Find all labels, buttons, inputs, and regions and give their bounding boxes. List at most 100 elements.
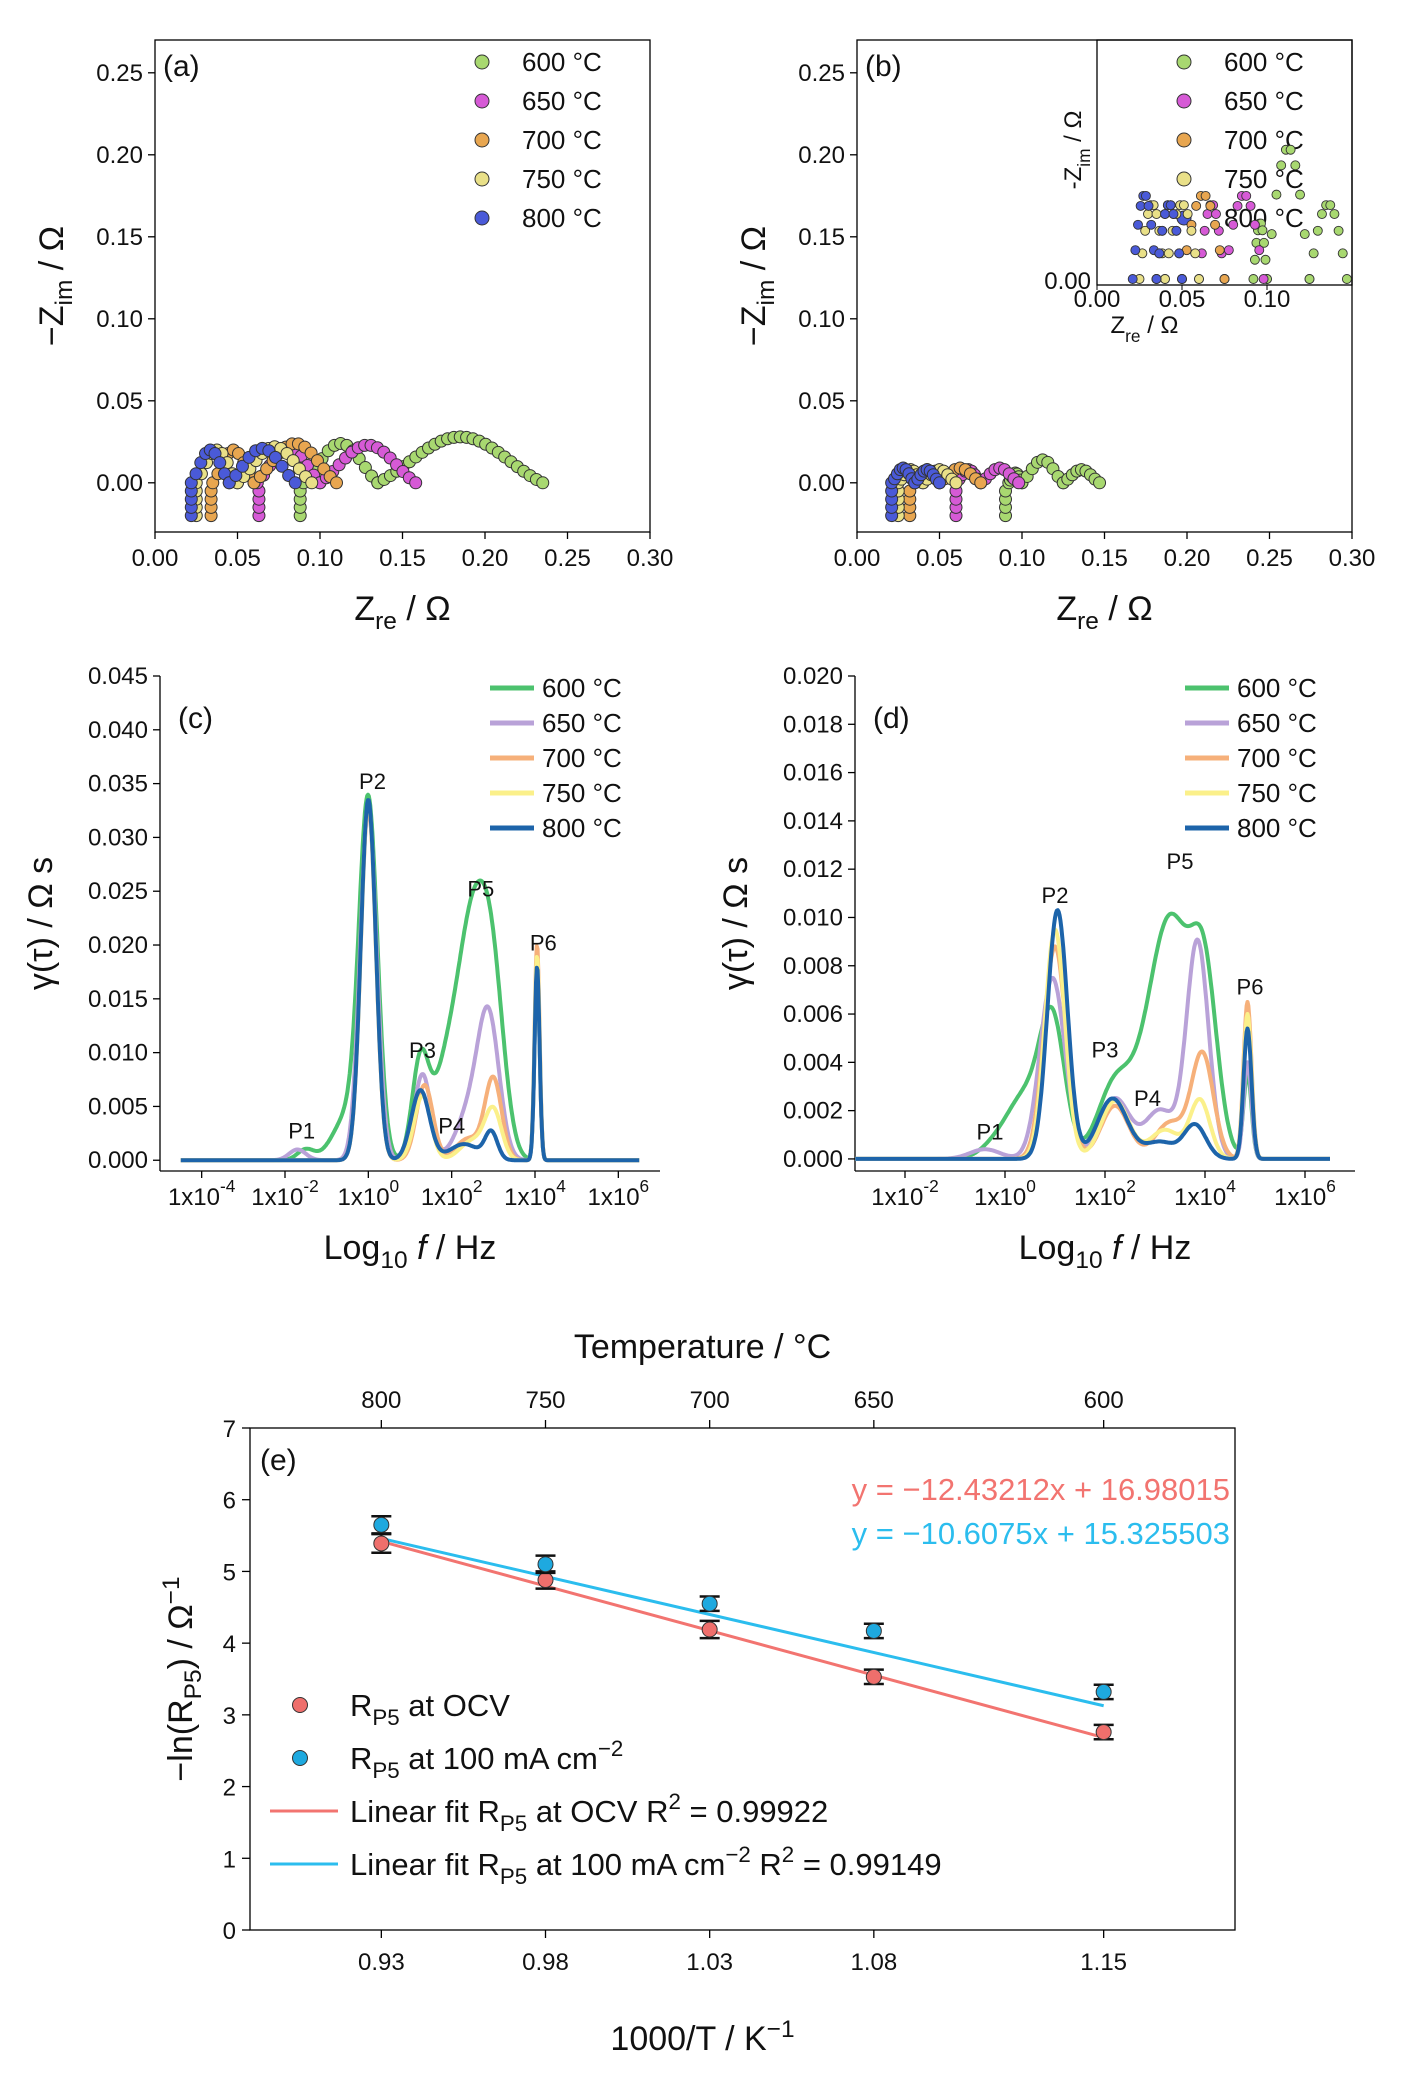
inset-data-point [1241, 190, 1252, 201]
y-tick-label: 0.005 [88, 1093, 148, 1120]
inset-data-point [1341, 274, 1352, 284]
x-tick-label: 1x104 [504, 1176, 566, 1211]
inset-data-point [1202, 209, 1213, 219]
inset-data-point [1146, 219, 1157, 230]
panel-label: (a) [163, 50, 200, 83]
inset-data-point [1299, 229, 1310, 240]
top-axis-label: Temperature / °C [574, 1328, 831, 1366]
x-axis-label: Log10 f / Hz [324, 1229, 497, 1274]
inset-data-point [1249, 219, 1260, 230]
inset-x-tick-label: 0.10 [1244, 286, 1291, 313]
x-tick-label: 1x106 [588, 1176, 650, 1211]
y-tick-label: 4 [223, 1631, 236, 1658]
fit-equation: y = −12.43212x + 16.98015 [852, 1472, 1230, 1507]
x-tick-label: 1x100 [338, 1176, 400, 1211]
data-point [235, 459, 249, 473]
legend-marker [1176, 171, 1192, 187]
data-point [213, 456, 227, 470]
inset-x-label: Zre / Ω [1111, 312, 1179, 346]
inset-data-point [1259, 237, 1269, 248]
y-tick-label: 0.016 [783, 760, 843, 787]
inset-data-point [1182, 209, 1193, 219]
legend-label: 800 °C [1237, 813, 1317, 843]
inset-data-point [1160, 209, 1170, 219]
inset-data-point [1308, 248, 1319, 259]
peak-label: P1 [288, 1119, 315, 1144]
legend-marker [1176, 132, 1192, 148]
legend-label: 650 °C [1237, 708, 1317, 738]
inset-data-point [1245, 200, 1256, 211]
peak-label: P6 [530, 930, 557, 955]
legend-marker [474, 132, 490, 148]
legend-label: 650 °C [1224, 86, 1304, 116]
series-line [179, 792, 641, 1163]
x-tick-label: 0.00 [132, 545, 179, 572]
y-tick-label: 2 [223, 1775, 236, 1802]
data-point [330, 476, 343, 490]
y-tick-label: 6 [223, 1488, 236, 1515]
inset-data-point [1248, 274, 1259, 284]
inset-data-point [1151, 209, 1162, 219]
x-axis-label: 1000/T / K−1 [610, 2016, 794, 2058]
data-point [189, 467, 203, 481]
y-axis-label: γ(τ) / Ω s [717, 857, 755, 990]
x-tick-label: 1x10-4 [168, 1176, 236, 1211]
legend-marker [474, 171, 490, 187]
legend-label: 800 °C [542, 813, 622, 843]
legend-label: 800 °C [522, 203, 602, 233]
y-tick-label: 0.025 [88, 878, 148, 905]
data-point [373, 1535, 390, 1552]
x-tick-label: 0.30 [627, 545, 674, 572]
x-tick-label: 1x10-2 [251, 1176, 318, 1211]
y-tick-label: 0.004 [783, 1049, 843, 1076]
legend-label: 600 °C [1224, 47, 1304, 77]
top-tick-label: 750 [525, 1387, 565, 1414]
inset-data-point [1160, 274, 1170, 284]
inset-data-point [1276, 160, 1287, 171]
y-tick-label: 5 [223, 1559, 236, 1586]
data-point [865, 1668, 882, 1685]
y-axis-label: −Zim / Ω [735, 226, 780, 346]
inset-data-point [1210, 219, 1221, 230]
y-tick-label: 1 [223, 1846, 236, 1873]
panel-label: (e) [260, 1444, 297, 1477]
x-tick-label: 0.98 [522, 1949, 569, 1976]
inset-data-point [1312, 225, 1323, 236]
x-tick-label: 0.20 [1164, 545, 1211, 572]
inset-data-point [1228, 219, 1239, 230]
top-tick-label: 700 [690, 1387, 730, 1414]
data-point [288, 476, 302, 490]
inset-data-point [1285, 144, 1296, 155]
peak-label: P4 [438, 1113, 465, 1138]
inset-data-point [1211, 209, 1221, 219]
x-tick-label: 1x102 [421, 1176, 483, 1211]
peak-label: P5 [1167, 849, 1194, 874]
y-tick-label: 0.006 [783, 1001, 843, 1028]
inset-data-point [1266, 229, 1277, 240]
data-point [536, 476, 550, 490]
peak-label: P6 [1237, 975, 1264, 1000]
peak-label: P3 [409, 1038, 436, 1063]
legend-marker [474, 54, 490, 70]
peak-label: P4 [1134, 1086, 1161, 1111]
fit-line [380, 1536, 1105, 1708]
inset-data-point [1329, 209, 1340, 219]
x-tick-label: 0.25 [1246, 545, 1293, 572]
panel-d-drt: 1x10-2 1x100 1x102 1x104 1x106 0.000 0.002 0.00… [717, 663, 1355, 1274]
data-point [537, 1556, 554, 1573]
inset-data-point [1140, 225, 1151, 236]
top-tick-label: 800 [361, 1387, 401, 1414]
data-point [865, 1622, 882, 1639]
inset-data-point [1205, 200, 1216, 211]
inset-data-point [1271, 189, 1282, 200]
y-tick-label: 7 [223, 1416, 236, 1443]
inset-data-point [1223, 245, 1234, 256]
y-tick-label: 0.010 [88, 1040, 148, 1067]
inset-data-point [1174, 248, 1185, 259]
x-tick-label: 1.08 [850, 1949, 897, 1976]
inset-data-point [1163, 248, 1174, 259]
x-tick-label: 1x102 [1074, 1176, 1136, 1211]
inset-data-point [1333, 225, 1344, 236]
legend-marker [292, 1697, 308, 1713]
